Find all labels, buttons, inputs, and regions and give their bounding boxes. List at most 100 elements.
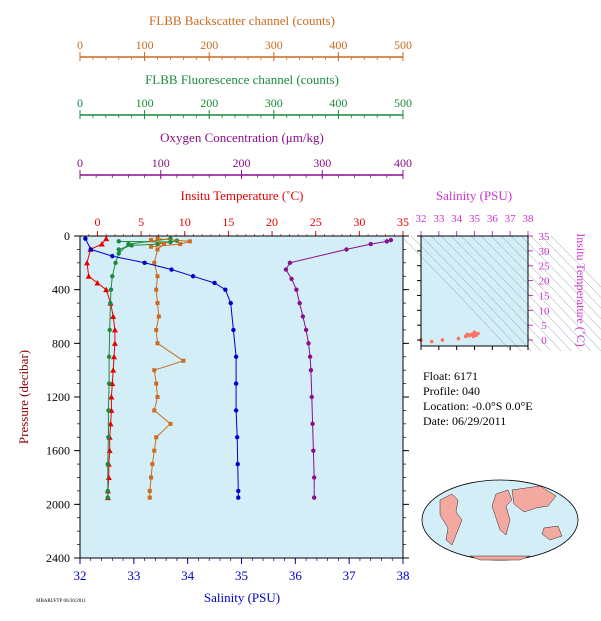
profile-series [83, 235, 394, 501]
fluorescence-point [106, 435, 111, 440]
oxygen-point [309, 394, 314, 400]
ts-density-contour [430, 235, 542, 352]
temperature-top-ticks: 0 5 10 15 20 25 30 35 [88, 215, 409, 236]
salinity-bottom-ticks: 32 33 34 35 36 37 38 [74, 558, 410, 583]
backscatter-point [152, 448, 157, 453]
ts-point [472, 330, 477, 335]
location: Location: -0.0°S 0.0°E [423, 399, 533, 413]
ts-diagram: 32 33 34 35 36 37 38 0 5 10 15 20 25 30 35 [400, 213, 601, 352]
salinity-tick-label: 35 [235, 568, 248, 583]
salinity-tick-label: 37 [343, 568, 357, 583]
oxygen-point [308, 367, 314, 373]
ts-density-contour [460, 235, 572, 352]
land-australia [541, 525, 563, 541]
temperature-point [111, 353, 118, 360]
pressure-left-ticks: 0 400 800 1200 1600 2000 2400 [46, 229, 409, 565]
salinity-point [235, 461, 240, 467]
ts-density-contour [510, 235, 601, 330]
temperature-point [108, 394, 115, 400]
ts-density-contour [490, 235, 601, 352]
fluorescence-tick-label: 100 [136, 96, 154, 110]
oxygen-axis-label: Oxygen Concentration (μm/kg) [160, 130, 324, 145]
ts-salinity-tick-label: 37 [505, 213, 517, 225]
temperature-point [110, 313, 117, 319]
pressure-tick-label: 800 [52, 336, 70, 350]
oxygen-point [306, 341, 311, 346]
oxygen-tick-label: 400 [394, 156, 412, 170]
ts-density-contours [400, 235, 601, 352]
backscatter-tick-label: 400 [329, 38, 347, 52]
temperature-tick-label: 0 [94, 215, 100, 229]
ts-temperature-tick-label: 25 [539, 261, 551, 273]
oxygen-point [307, 354, 313, 359]
oxygen-point [388, 237, 394, 243]
ts-temperature-tick-label: 0 [541, 335, 547, 347]
salinity-point [212, 280, 217, 286]
backscatter-point [155, 341, 160, 346]
ts-temperature-tick-label: 5 [541, 320, 547, 332]
salinity-tick-label: 38 [397, 568, 410, 583]
backscatter-point [147, 488, 152, 493]
ts-salinity-top-label: Salinity (PSU) [436, 188, 512, 203]
pressure-tick-label: 0 [64, 229, 70, 243]
temperature-point [98, 241, 105, 247]
ts-density-contour [530, 235, 601, 309]
fluorescence-tick-label: 500 [394, 96, 412, 110]
main-profile-plot: 0 5 10 15 20 25 30 35 32 33 34 35 36 37 38 0 400 800 120… [46, 215, 410, 583]
backscatter-point [152, 368, 157, 373]
oxygen-axis: Oxygen Concentration (μm/kg) 0 100 200 300 4… [77, 130, 412, 179]
backscatter-point [149, 475, 154, 480]
temperature-point [111, 340, 118, 346]
oxygen-tick-label: 200 [233, 156, 251, 170]
ts-point [471, 334, 476, 339]
salinity-point [231, 327, 236, 333]
salinity-point [190, 274, 196, 279]
ts-density-contour [450, 235, 562, 352]
backscatter-point [152, 260, 157, 265]
float-info: Float: 6171 Profile: 040 Location: -0.0°… [423, 369, 533, 428]
temperature-tick-label: 5 [138, 215, 144, 229]
fluorescence_top-point [155, 241, 160, 247]
ts-density-contour [410, 235, 522, 352]
oxygen-point [297, 300, 302, 306]
backscatter-point [155, 395, 160, 399]
backscatter-point [155, 247, 160, 252]
temperature-tick-label: 15 [222, 215, 234, 229]
fluorescence_top-point [129, 243, 134, 248]
fluorescence-point [116, 251, 121, 256]
pressure-tick-label: 1600 [46, 444, 70, 458]
backscatter-point [152, 408, 157, 413]
backscatter-point [154, 435, 159, 440]
temperature-point [111, 326, 118, 333]
salinity-tick-label: 32 [74, 568, 87, 583]
land-europe-africa [491, 489, 513, 536]
world-map [421, 479, 579, 561]
ts-temperature-tick-label: 30 [539, 246, 551, 258]
ts-density-contour [540, 235, 601, 298]
temperature-point [107, 420, 114, 427]
backscatter-point [149, 238, 154, 243]
fluorescence-tick-label: 0 [77, 96, 83, 110]
backscatter-point [147, 495, 152, 500]
fluorescence-point [106, 354, 112, 359]
oxygen-axis-ticks: 0 100 200 300 400 [77, 156, 412, 179]
fluorescence_top-point [116, 247, 121, 252]
salinity-tick-label: 36 [289, 568, 303, 583]
backscatter-axis: FLBB Backscatter channel (counts) 0 100 20… [77, 13, 412, 61]
oxygen-tick-label: 300 [313, 156, 331, 170]
ts-salinity-tick-label: 33 [433, 213, 445, 225]
temperature-tick-label: 25 [310, 215, 322, 229]
oxygen-point [344, 247, 349, 252]
ts-salinity-tick-label: 34 [451, 213, 463, 225]
ts-temperature-tick-label: 15 [539, 290, 551, 302]
backscatter-point [181, 358, 186, 363]
temperature-point [85, 273, 92, 279]
ts-density-contour [520, 235, 601, 320]
salinity-point [233, 354, 239, 359]
fluorescence-point [107, 327, 112, 333]
oxygen-point [384, 239, 390, 244]
ts-density-contour [470, 235, 582, 352]
backscatter-point [154, 287, 159, 292]
fluorescence-axis-label: FLBB Fluorescence channel (counts) [145, 72, 339, 87]
backscatter-tick-label: 200 [200, 38, 218, 52]
